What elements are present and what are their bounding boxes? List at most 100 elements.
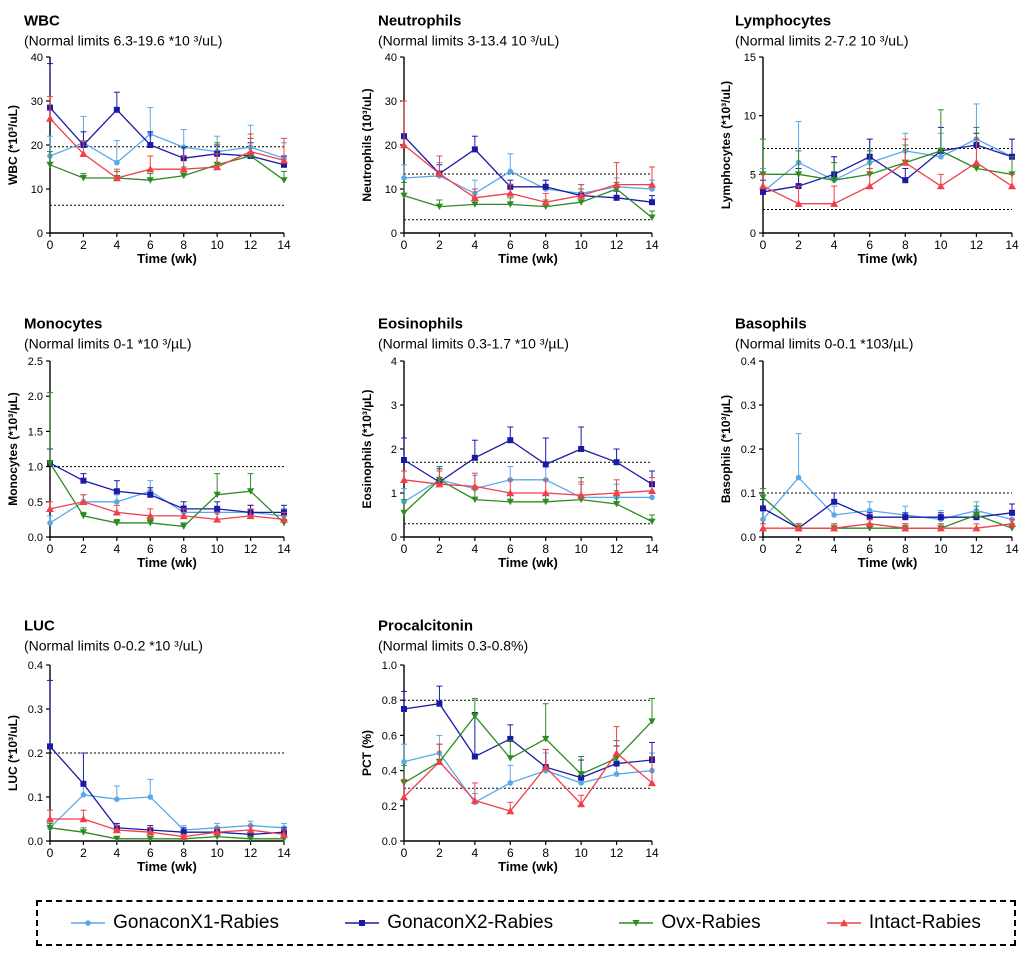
y-tick-label: 1 [391, 488, 397, 500]
data-point [794, 199, 803, 207]
series-line [49, 501, 285, 521]
data-point [400, 192, 408, 199]
data-point [147, 491, 154, 498]
x-tick-label: 4 [114, 238, 121, 252]
y-tick-label: 10 [744, 111, 756, 123]
x-tick-label: 6 [147, 542, 154, 556]
x-tick-label: 14 [277, 846, 291, 860]
data-point [179, 512, 188, 520]
data-point [213, 491, 221, 499]
chart-subtitle: (Normal limits 2-7.2 10 ³/uL) [735, 32, 909, 48]
y-tick-label: 1.0 [382, 660, 397, 672]
data-point [506, 498, 514, 506]
x-axis-label: Time (wk) [858, 555, 918, 570]
chart-title: Monocytes [24, 315, 102, 332]
data-point [246, 488, 255, 495]
series-line [403, 752, 653, 804]
legend: GonaconX1-Rabies GonaconX2-Rabies Ovx-Ra… [36, 900, 1016, 946]
y-axis-label: Eosinophils (*10³/µL) [360, 390, 374, 509]
data-point [401, 457, 407, 463]
data-point [436, 700, 443, 707]
x-tick-label: 0 [47, 846, 54, 860]
series-line [49, 794, 285, 831]
data-point [507, 437, 514, 444]
legend-marker-triangle-up-icon [826, 919, 861, 927]
x-tick-label: 12 [970, 542, 984, 556]
series-ovx-rabies [400, 181, 656, 221]
x-tick-label: 8 [902, 542, 909, 556]
x-tick-label: 6 [507, 846, 514, 860]
data-point [180, 829, 187, 836]
y-tick-label: 20 [31, 140, 43, 152]
data-point [972, 158, 981, 166]
y-tick-label: 2.0 [28, 391, 43, 403]
series-intact-rabies [400, 726, 656, 815]
series-line [762, 138, 1013, 193]
x-tick-label: 6 [147, 238, 154, 252]
y-tick-label: 0 [391, 532, 397, 544]
data-point [902, 177, 909, 184]
y-axis-label: Basophils (*10³/µL) [719, 395, 733, 503]
chart-title: LUC [24, 617, 55, 634]
data-point [937, 514, 944, 521]
x-tick-label: 10 [934, 542, 948, 556]
y-tick-label: 3 [391, 400, 397, 412]
y-tick-label: 0 [750, 228, 756, 240]
legend-marker [359, 920, 366, 926]
chart-panel-lymphocytes: Lymphocytes (Normal limits 2-7.2 10 ³/uL)… [719, 12, 1019, 266]
data-point [79, 815, 88, 823]
data-point [246, 512, 255, 520]
series-line [763, 523, 1013, 529]
data-point [972, 165, 981, 172]
data-point [649, 494, 655, 501]
data-point [507, 780, 514, 786]
data-point [46, 505, 54, 513]
legend-marker-circle-icon [71, 920, 106, 926]
data-point [613, 771, 620, 777]
data-point [401, 175, 407, 181]
chart-panel-basophils: Basophils (Normal limits 0-0.1 *103/µL) 0.… [719, 315, 1019, 570]
data-point [759, 182, 767, 190]
y-tick-label: 0.4 [382, 766, 397, 778]
data-point [648, 214, 656, 221]
series-line [403, 752, 653, 812]
x-tick-label: 4 [472, 238, 479, 252]
data-point [648, 779, 656, 787]
data-point [506, 201, 514, 208]
data-point [246, 826, 255, 834]
legend-marker [632, 920, 640, 927]
series-line [763, 150, 1013, 181]
data-point [470, 482, 479, 490]
data-point [936, 524, 945, 532]
chart-panel-luc: LUC (Normal limits 0-0.2 *10 ³/uL) 0.0 0.1 0… [6, 617, 291, 874]
data-point [400, 476, 408, 483]
data-point [146, 519, 154, 527]
data-point [506, 189, 515, 197]
x-tick-label: 10 [574, 238, 588, 252]
x-tick-label: 8 [542, 846, 549, 860]
data-point [180, 523, 188, 530]
series-line [49, 827, 284, 840]
y-tick-label: 15 [744, 52, 756, 64]
x-tick-label: 2 [80, 542, 87, 556]
x-tick-label: 2 [795, 238, 802, 252]
series-line [50, 818, 285, 838]
data-point [830, 524, 839, 532]
data-point [577, 800, 586, 808]
chart-subtitle: (Normal limits 0.3-1.7 *10 ³/µL) [378, 335, 569, 351]
y-tick-label: 0.1 [28, 792, 43, 804]
data-point [213, 828, 222, 836]
x-tick-label: 10 [210, 238, 224, 252]
series-line [762, 476, 1013, 521]
data-point [246, 835, 255, 843]
data-point [936, 182, 945, 190]
data-point [400, 509, 408, 517]
y-tick-label: 40 [385, 52, 397, 64]
data-point [46, 460, 54, 467]
chart-panel-neutrophils: Neutrophils (Normal limits 3-13.4 10 ³/uL… [360, 12, 659, 266]
data-point [79, 175, 88, 182]
chart-panel-wbc: WBC (Normal limits 6.3-19.6 *10 ³/uL) 0 10 2… [6, 12, 291, 266]
chart-subtitle: (Normal limits 0-0.2 *10 ³/uL) [24, 637, 203, 653]
y-tick-label: 0.8 [382, 695, 397, 707]
data-point [112, 174, 121, 182]
